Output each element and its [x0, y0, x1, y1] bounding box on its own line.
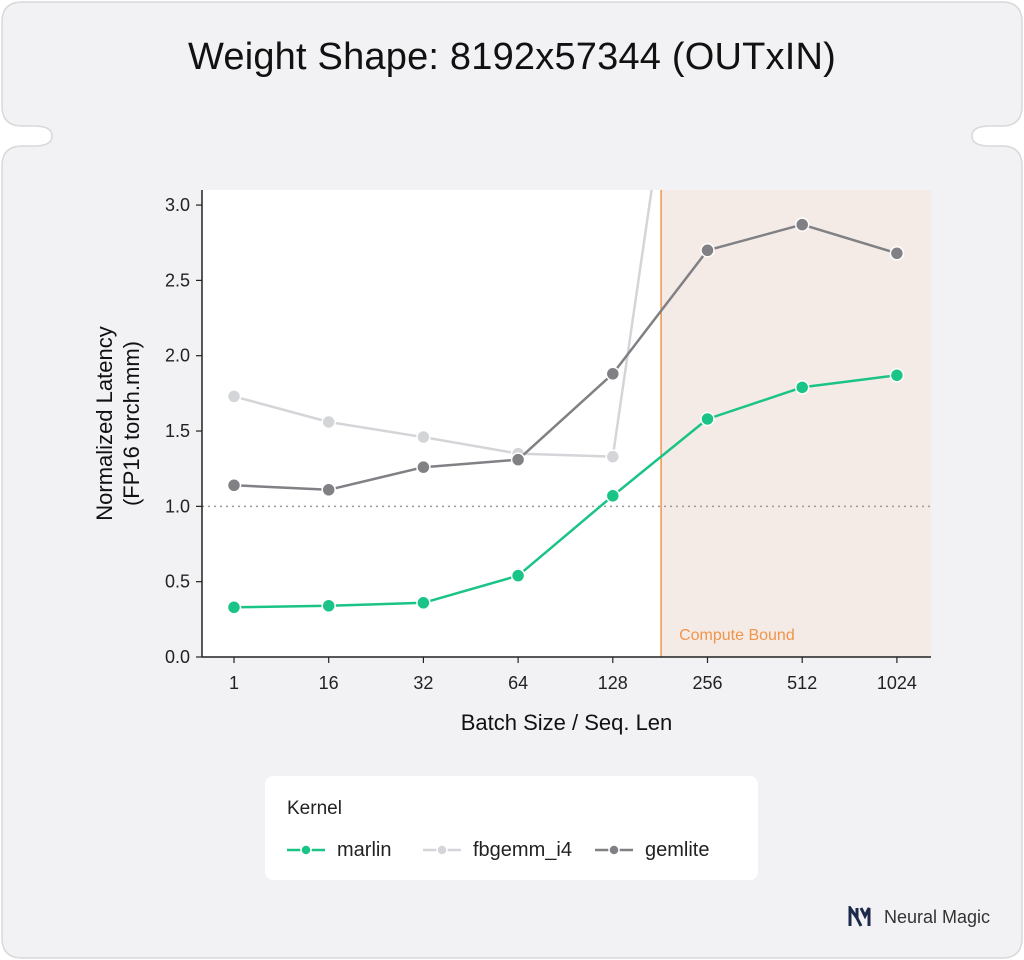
legend-item-marlin: marlin — [287, 838, 391, 862]
x-tick-label: 16 — [319, 673, 339, 693]
data-point-gemlite — [889, 246, 905, 261]
data-point-gemlite — [226, 478, 242, 493]
legend-item-fbgemm: fbgemm_i4 — [423, 838, 572, 862]
legend-marker-marlin — [287, 844, 325, 856]
data-point-fbgemm_i4 — [226, 389, 242, 404]
x-tick-label: 1 — [229, 673, 239, 693]
y-axis-label: Normalized Latency(FP16 torch.mm) — [92, 326, 144, 520]
x-axis-label: Batch Size / Seq. Len — [461, 710, 673, 735]
chart-title: Weight Shape: 8192x57344 (OUTxIN) — [187, 36, 837, 78]
data-point-gemlite — [416, 459, 431, 475]
data-point-marlin — [510, 568, 526, 583]
x-tick-label: 1024 — [877, 673, 917, 693]
y-tick-label: 0.0 — [165, 647, 190, 667]
neural-magic-logo-icon — [848, 906, 871, 927]
y-axis-label-line2: (FP16 torch.mm) — [119, 341, 144, 506]
data-point-fbgemm_i4 — [321, 414, 336, 430]
data-point-marlin — [321, 598, 336, 614]
x-tick-label: 32 — [413, 673, 433, 693]
brand-name: Neural Magic — [884, 906, 991, 927]
data-point-gemlite — [510, 452, 526, 467]
legend-title: Kernel — [287, 798, 342, 819]
legend-item-gemlite: gemlite — [595, 838, 709, 862]
legend: Kernel marlin fbgemm_i4 gemlite — [265, 776, 758, 880]
data-point-gemlite — [321, 482, 336, 498]
x-tick-label: 64 — [508, 673, 528, 693]
legend-marker-fbgemm — [423, 844, 461, 856]
data-point-marlin — [700, 411, 715, 427]
data-point-fbgemm_i4 — [416, 429, 431, 445]
data-point-fbgemm_i4 — [605, 449, 621, 464]
y-tick-label: 2.0 — [165, 346, 190, 366]
series-line-marlin — [233, 374, 898, 609]
y-tick-label: 1.5 — [165, 421, 190, 441]
data-point-gemlite — [794, 217, 810, 232]
data-point-marlin — [226, 600, 242, 615]
legend-label-marlin: marlin — [337, 838, 392, 861]
y-tick-label: 1.0 — [165, 496, 190, 516]
series-line-gemlite — [233, 223, 898, 492]
series-line-fbgemm_i4 — [233, 189, 653, 458]
data-point-marlin — [889, 368, 905, 383]
y-tick-label: 3.0 — [165, 195, 190, 215]
x-tick-label: 512 — [787, 673, 817, 693]
data-point-marlin — [605, 488, 621, 504]
y-axis-label-line1: Normalized Latency — [92, 326, 117, 520]
compute-bound-label: Compute Bound — [679, 627, 795, 644]
brand: Neural Magic — [848, 906, 990, 928]
y-tick-label: 2.5 — [165, 270, 190, 290]
legend-label-gemlite: gemlite — [645, 838, 710, 861]
data-point-gemlite — [700, 243, 715, 258]
legend-label-fbgemm: fbgemm_i4 — [473, 838, 572, 861]
data-point-marlin — [794, 380, 810, 395]
x-tick-label: 128 — [598, 673, 628, 693]
x-tick-label: 256 — [692, 673, 722, 693]
legend-marker-gemlite — [595, 844, 633, 856]
data-point-marlin — [416, 595, 431, 611]
y-tick-label: 0.5 — [165, 572, 190, 592]
data-point-gemlite — [605, 366, 621, 382]
